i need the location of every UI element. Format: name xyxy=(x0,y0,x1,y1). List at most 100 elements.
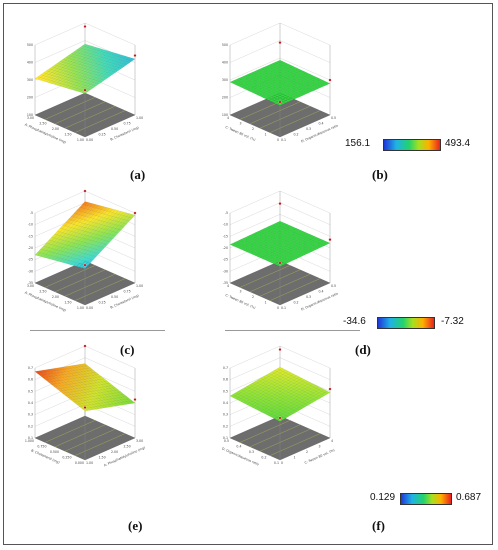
surface-cell xyxy=(307,400,314,404)
panel-label-f: (f) xyxy=(372,518,385,533)
surface-cell xyxy=(84,72,91,76)
surface-cell xyxy=(123,401,130,405)
z-tick-label: -10 xyxy=(223,223,228,227)
surface-cell xyxy=(65,58,72,62)
surface-cell xyxy=(59,84,66,88)
design-point xyxy=(328,387,332,391)
contour-line xyxy=(54,269,106,292)
surface-cell xyxy=(299,230,306,234)
z-tick-label: -15 xyxy=(223,234,228,238)
surface-cell xyxy=(274,68,281,72)
colorbar-f: 0.129 0.687 xyxy=(370,492,495,506)
surface-cell xyxy=(288,65,295,68)
z-tick-label: -10 xyxy=(28,223,33,227)
surface-cell xyxy=(313,239,320,243)
x-tick-label: 0.2 xyxy=(261,456,266,460)
surface-cell xyxy=(106,70,114,74)
z-tick-label: 200 xyxy=(222,96,228,100)
y-tick-label: 1.50 xyxy=(99,456,106,460)
contour-line xyxy=(74,110,126,133)
surface-cell xyxy=(98,405,105,409)
contour-line xyxy=(259,274,311,297)
z-tick-label: 500 xyxy=(222,43,228,47)
surface-cell xyxy=(315,238,322,241)
surface-cell xyxy=(249,89,256,93)
contour-line xyxy=(249,101,301,124)
y-tick-label: 1.00 xyxy=(86,461,93,465)
y-tick-label: 0.2 xyxy=(294,301,299,305)
surface-cell xyxy=(279,227,286,230)
x-tick-label: 1.00 xyxy=(77,138,84,142)
design-point xyxy=(278,261,282,265)
x-tick-label: 2.50 xyxy=(39,290,46,294)
colorbar-gradient-b xyxy=(383,139,441,151)
x-tick-label: 1.50 xyxy=(64,133,71,137)
surface-cell xyxy=(93,406,100,410)
y-tick-label: 3 xyxy=(319,445,321,449)
y-tick-label: 2.00 xyxy=(111,450,118,454)
x-tick-label: 0.4 xyxy=(236,445,241,449)
surface-cell xyxy=(290,257,297,261)
colorbar-gradient-f xyxy=(400,493,452,505)
surface-cell xyxy=(257,93,264,97)
surface-cell xyxy=(276,70,284,73)
surface-cell xyxy=(243,239,250,242)
contour-line xyxy=(249,269,301,292)
surface-cell xyxy=(68,59,75,62)
grid-line xyxy=(84,22,136,46)
surface-mesh xyxy=(34,201,136,269)
y-tick-label: 1.00 xyxy=(136,284,143,288)
contour-line xyxy=(269,110,321,133)
contour-line xyxy=(74,278,126,301)
surface-cell xyxy=(282,415,289,419)
panel-label-a: (a) xyxy=(130,167,146,182)
grid-line xyxy=(279,190,331,214)
contour-line xyxy=(269,278,321,301)
x-tick-label: 0.250 xyxy=(62,456,71,460)
contour-line xyxy=(249,424,301,447)
y-tick-label: 0.75 xyxy=(124,122,131,126)
grid-line xyxy=(34,345,86,369)
colorbar-b: 156.1 493.4 xyxy=(345,138,485,152)
surface-cell xyxy=(301,234,309,238)
surface-cell xyxy=(68,83,75,87)
y-tick-label: 0.3 xyxy=(306,127,311,131)
surface-cell xyxy=(65,260,72,265)
surface-cell xyxy=(251,232,259,236)
surface-cell xyxy=(274,61,281,64)
x-tick-label: 0.750 xyxy=(37,445,46,449)
surface-cell xyxy=(260,69,267,73)
surface-cell xyxy=(87,86,94,90)
y-tick-label: 0.75 xyxy=(124,290,131,294)
grid-line xyxy=(34,202,86,225)
x-tick-label: 0.000 xyxy=(75,461,84,465)
z-tick-label: -20 xyxy=(28,246,33,250)
contour-line xyxy=(64,429,116,452)
design-point xyxy=(83,189,87,193)
surface-cell xyxy=(43,79,50,83)
contour-line xyxy=(269,433,321,456)
surface-cell xyxy=(57,257,63,262)
colorbar-gradient-d xyxy=(377,317,435,329)
panel-label-e: (e) xyxy=(128,518,143,533)
surface-cell xyxy=(277,378,283,383)
colorbar-min-f: 0.129 xyxy=(370,492,396,503)
design-point xyxy=(83,344,87,348)
grid-line xyxy=(229,214,281,237)
surface-cell xyxy=(282,261,289,265)
contour-line xyxy=(44,265,96,288)
figure-frame xyxy=(3,3,493,545)
surface-cell xyxy=(299,233,306,237)
y-tick-label: 0.4 xyxy=(319,290,324,294)
z-tick-label: -25 xyxy=(28,258,33,262)
colorbar-max-d: -7.32 xyxy=(441,316,464,327)
surface-cell xyxy=(93,372,100,376)
surface-cell xyxy=(263,237,270,241)
grid-line xyxy=(279,345,331,369)
x-tick-label: 0.5 xyxy=(224,439,229,443)
z-tick-label: -5 xyxy=(225,211,228,215)
z-tick-label: 400 xyxy=(27,61,33,65)
surface-cell xyxy=(81,46,89,50)
surface-cell xyxy=(321,243,328,246)
contour-line xyxy=(64,106,116,129)
